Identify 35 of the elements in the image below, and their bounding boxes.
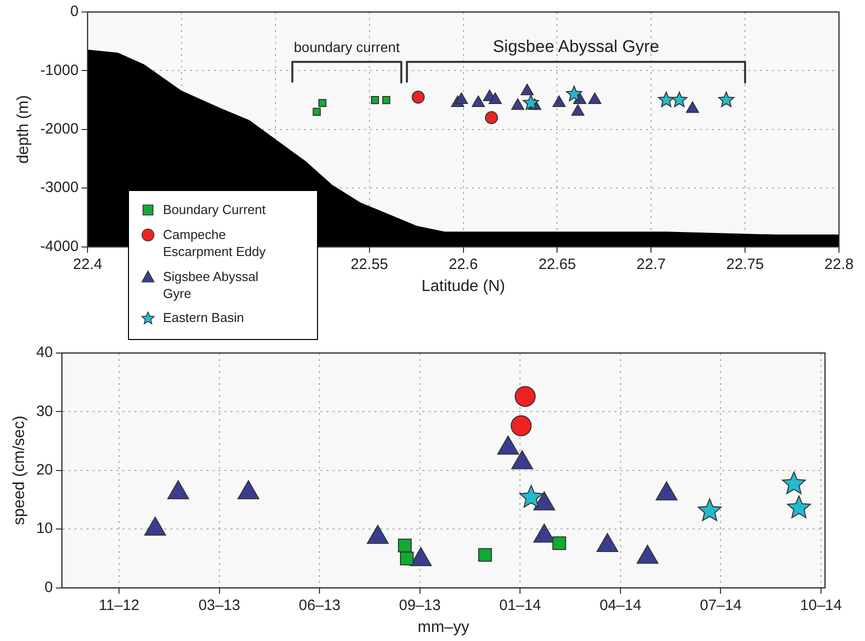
x-tick-label: 06–13 [298, 596, 340, 614]
x-tick-label: 01–14 [499, 596, 542, 614]
y-tick-label: 0 [44, 578, 53, 596]
legend-label: Campeche Escarpment Eddy [163, 226, 267, 261]
x-tick-label: 10–14 [800, 596, 842, 614]
y-tick-label: -4000 [40, 238, 79, 255]
x-tick-label: 22.65 [538, 256, 576, 273]
x-axis-title: Latitude (N) [421, 278, 506, 295]
x-tick-label: 09–13 [399, 596, 441, 614]
y-tick-label: 20 [36, 462, 53, 479]
y-tick-label: 40 [36, 344, 53, 362]
x-axis-title: mm–yy [418, 618, 470, 636]
x-tick-label: 22.7 [636, 256, 666, 273]
legend-label: Eastern Basin [163, 310, 244, 328]
y-tick-label: -2000 [40, 120, 79, 138]
x-tick-label: 22.55 [350, 256, 388, 273]
y-tick-label: 10 [36, 520, 53, 538]
y-tick-label: 0 [70, 3, 79, 20]
x-tick-label: 22.8 [824, 256, 854, 273]
x-tick-label: 04–14 [600, 596, 642, 614]
x-tick-label: 22.75 [726, 256, 764, 273]
x-tick-label: 22.4 [72, 256, 102, 273]
x-tick-label: 11–12 [98, 596, 140, 614]
annotation: Sigsbee Abyssal Gyre [492, 36, 660, 56]
x-tick-label: 22.6 [448, 256, 478, 273]
y-axis-title: depth (m) [15, 95, 32, 164]
legend-label: Sigsbee Abyssal Gyre [163, 268, 260, 302]
y-axis-title: speed (cm/sec) [11, 416, 28, 526]
legend-label: Boundary Current [163, 202, 266, 219]
x-tick-label: 03–13 [198, 596, 240, 614]
y-tick-label: -3000 [40, 179, 79, 196]
annotation: boundary current [294, 38, 400, 55]
x-tick-label: 07–14 [700, 596, 742, 614]
y-tick-label: 30 [36, 402, 53, 420]
y-tick-label: -1000 [40, 62, 79, 79]
